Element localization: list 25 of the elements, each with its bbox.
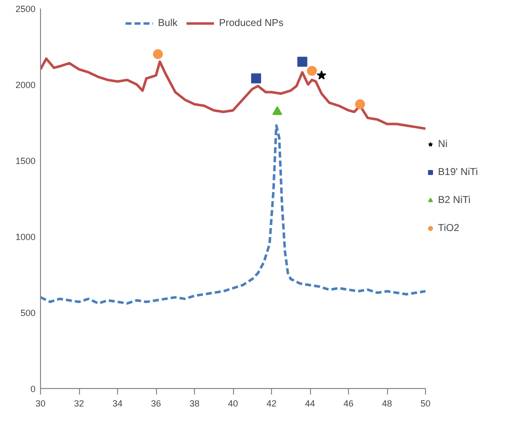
legend-label: B2 NiTi: [438, 194, 470, 206]
x-tick-label: 38: [189, 398, 200, 408]
y-tick-label: 2000: [15, 80, 36, 90]
x-tick-label: 50: [420, 398, 431, 408]
y-tick-label: 1500: [15, 156, 36, 166]
x-tick-label: 48: [382, 398, 392, 408]
legend-label: Bulk: [158, 18, 178, 28]
y-tick-label: 0: [30, 384, 36, 394]
x-tick-label: 34: [112, 398, 123, 408]
x-tick-label: 42: [266, 398, 277, 408]
x-tick-label: 36: [150, 398, 162, 408]
legend-label: TiO2: [438, 222, 460, 234]
y-tick-label: 1000: [15, 232, 36, 242]
x-tick-label: 44: [304, 398, 316, 408]
y-tick-label: 500: [20, 308, 36, 318]
x-tick-label: 40: [228, 398, 238, 408]
x-tick-label: 32: [74, 398, 84, 408]
legend-label: Produced NPs: [219, 18, 284, 28]
line-series: [40, 124, 426, 305]
x-tick-label: 46: [343, 398, 354, 408]
line-series: [40, 57, 426, 130]
y-tick-label: 2500: [15, 4, 36, 14]
x-tick-label: 30: [35, 398, 46, 408]
legend-label: B19' NiTi: [438, 166, 478, 178]
legend-label: Ni: [438, 138, 448, 150]
